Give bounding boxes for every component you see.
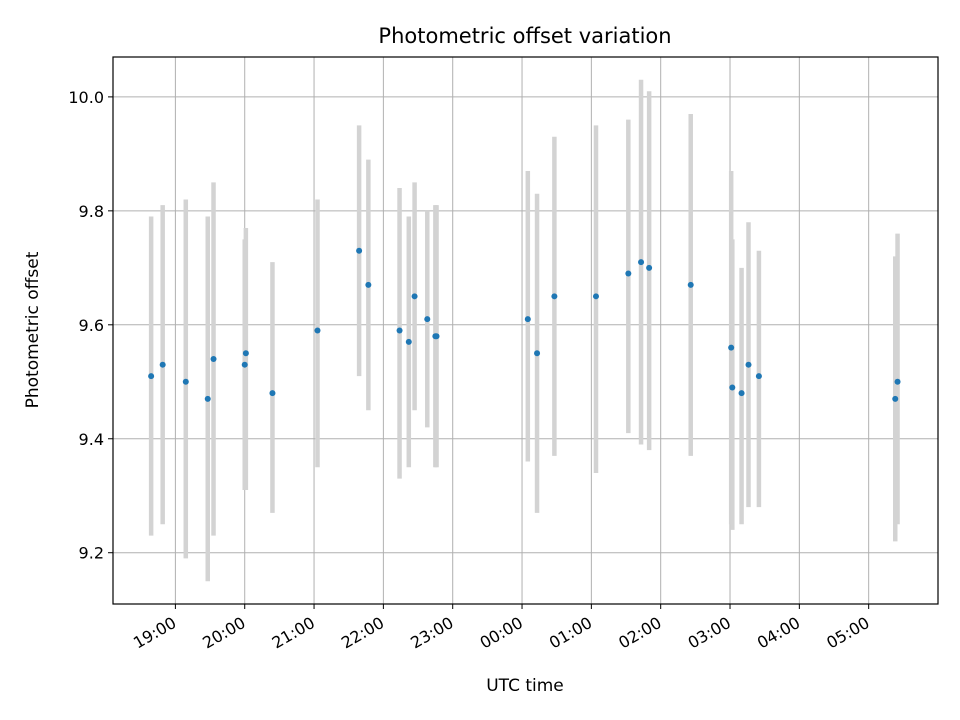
- data-point: [314, 327, 321, 334]
- y-tick-label: 9.2: [79, 544, 104, 563]
- data-point: [204, 395, 211, 402]
- data-point: [182, 378, 189, 385]
- data-point: [524, 316, 531, 323]
- data-point: [892, 395, 899, 402]
- chart-title: Photometric offset variation: [378, 24, 671, 48]
- y-tick-label: 9.6: [79, 316, 104, 335]
- data-point: [745, 361, 752, 368]
- data-point: [424, 316, 431, 323]
- data-point: [729, 384, 736, 391]
- data-points: [148, 247, 901, 402]
- data-point: [210, 355, 217, 362]
- data-point: [148, 373, 155, 380]
- data-point: [241, 361, 248, 368]
- data-point: [269, 390, 276, 397]
- data-point: [728, 344, 735, 351]
- data-point: [365, 281, 372, 288]
- data-point: [755, 373, 762, 380]
- y-tick-label: 10.0: [68, 88, 104, 107]
- data-point: [551, 293, 558, 300]
- data-point: [159, 361, 166, 368]
- y-tick-label: 9.8: [79, 202, 104, 221]
- data-point: [646, 264, 653, 271]
- data-point: [687, 281, 694, 288]
- data-point: [396, 327, 403, 334]
- data-point: [625, 270, 632, 277]
- data-point: [411, 293, 418, 300]
- grid-lines: [113, 57, 938, 604]
- data-point: [356, 247, 363, 254]
- data-point: [242, 350, 249, 357]
- data-point: [405, 338, 412, 345]
- y-axis-label: Photometric offset: [23, 251, 43, 408]
- data-point: [894, 378, 901, 385]
- plot-frame: [112, 56, 939, 605]
- x-axis-label: UTC time: [486, 676, 564, 696]
- y-axis-ticks: 9.2 9.4 9.6 9.8 10.0: [68, 88, 113, 563]
- y-tick-label: 9.4: [79, 430, 104, 449]
- data-point: [592, 293, 599, 300]
- data-point: [534, 350, 541, 357]
- data-point: [638, 259, 645, 266]
- data-point: [738, 390, 745, 397]
- data-point: [433, 333, 440, 340]
